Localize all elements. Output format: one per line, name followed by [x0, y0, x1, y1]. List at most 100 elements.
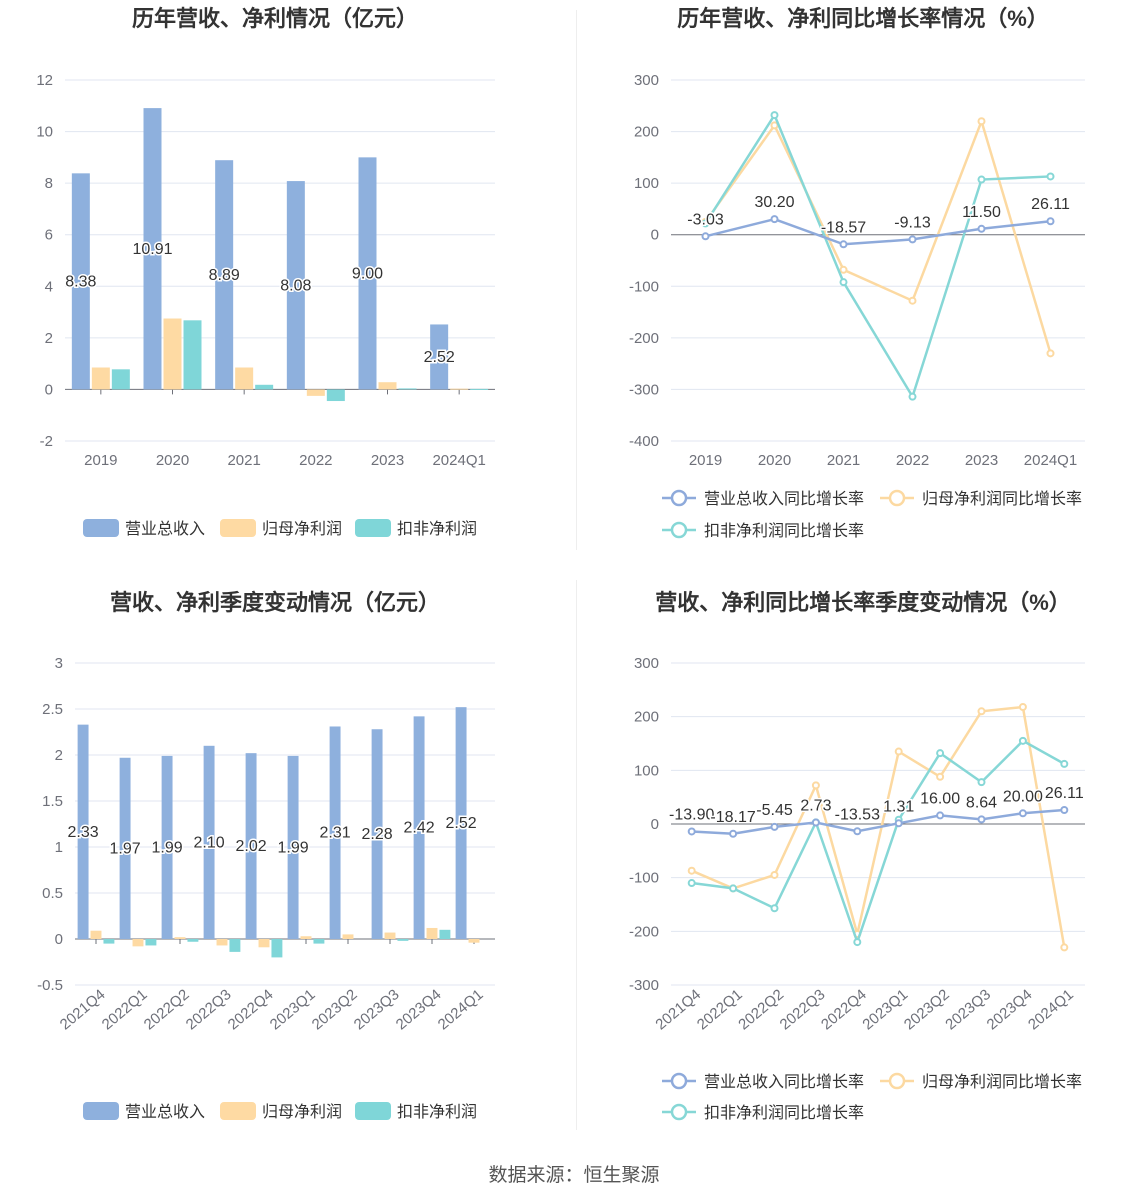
quarterly-amounts-ytick-label: 1.5 [42, 793, 63, 810]
quarterly-amounts-title: 营收、净利季度变动情况（亿元） [110, 590, 440, 615]
quarterly-amounts-bar [397, 939, 409, 941]
annual-amounts-bar [143, 108, 162, 390]
annual-growth-point [839, 265, 848, 274]
annual-amounts-xtick-label: 2019 [84, 452, 117, 469]
annual-growth-point [701, 232, 710, 241]
quarterly-amounts-xtick-label: 2022Q2 [141, 986, 193, 1033]
quarterly-growth-point [853, 827, 862, 836]
quarterly-amounts-legend-swatch [220, 1102, 256, 1120]
quarterly-growth-data-label: 20.00 [1003, 788, 1043, 805]
annual-growth-point [977, 117, 986, 126]
quarterly-amounts-xtick-label: 2023Q2 [309, 986, 361, 1033]
quarterly-amounts-bar [90, 930, 102, 939]
quarterly-growth-legend-marker [888, 1072, 906, 1090]
quarterly-amounts-bar [384, 932, 396, 939]
annual-growth-xtick-label: 2020 [758, 452, 791, 469]
annual-growth-point [908, 235, 917, 244]
quarterly-amounts-data-label: 2.10 [194, 834, 225, 851]
quarterly-amounts-bar [174, 937, 186, 939]
quarterly-growth-point [770, 904, 779, 913]
quarterly-growth-data-label: 1.31 [883, 798, 914, 815]
annual-amounts-bar [111, 369, 130, 390]
quarterly-amounts-xtick-label: 2022Q3 [183, 986, 235, 1033]
quarterly-amounts-bar [216, 939, 228, 946]
annual-growth-point [1046, 172, 1055, 181]
annual-amounts-bar [163, 318, 182, 390]
quarterly-amounts-bar [103, 939, 115, 944]
quarterly-growth-point [1018, 736, 1027, 745]
annual-amounts-bar [235, 367, 254, 390]
quarterly-growth-point [1018, 809, 1027, 818]
annual-growth-point [1046, 349, 1055, 358]
annual-amounts-data-label: 8.08 [280, 277, 311, 294]
annual-amounts-legend-label: 营业总收入 [125, 520, 205, 538]
quarterly-growth-data-label: 16.00 [920, 790, 960, 807]
quarterly-amounts-bar [77, 724, 89, 939]
annual-amounts-bar [306, 389, 325, 396]
annual-amounts-bar [91, 367, 110, 390]
annual-amounts-legend-label: 扣非净利润 [397, 520, 477, 538]
quarterly-amounts-xtick-label: 2021Q4 [57, 986, 109, 1033]
annual-growth-ytick-label: -200 [629, 330, 659, 347]
annual-growth-ytick-label: 300 [634, 72, 659, 89]
annual-amounts-ytick-label: -2 [40, 433, 53, 450]
annual-growth-point [839, 278, 848, 287]
quarterly-growth-point [770, 822, 779, 831]
quarterly-growth-point [811, 781, 820, 790]
annual-growth-legend-label: 归母净利润同比增长率 [922, 490, 1082, 508]
quarterly-growth-point [853, 938, 862, 947]
quarterly-growth-data-label: -5.45 [756, 802, 793, 819]
quarterly-growth-chart: 营收、净利同比增长率季度变动情况（%） -300 -200 -100 0 100 200 30… [629, 590, 1085, 1122]
quarterly-amounts-ytick-label: 2 [55, 747, 63, 764]
quarterly-growth-series-line [691, 705, 1066, 948]
quarterly-growth-point [936, 772, 945, 781]
annual-growth-legend-label: 营业总收入同比增长率 [704, 490, 864, 508]
annual-growth-data-label: 30.20 [754, 194, 794, 211]
quarterly-growth-xtick-label: 2023Q4 [984, 986, 1036, 1033]
annual-growth-point [839, 240, 848, 249]
quarterly-amounts-bar [203, 745, 215, 939]
quarterly-growth-xtick-label: 2023Q2 [901, 986, 953, 1033]
annual-growth-series-line [704, 117, 1052, 354]
annual-amounts-bar [398, 388, 417, 390]
quarterly-amounts-xtick-label: 2022Q1 [99, 986, 151, 1033]
annual-growth-point [701, 219, 710, 228]
quarterly-growth-xtick-label: 2023Q3 [942, 986, 994, 1033]
annual-amounts-xtick-label: 2022 [299, 452, 332, 469]
annual-amounts-bar [378, 382, 397, 390]
quarterly-growth-point [894, 819, 903, 828]
quarterly-amounts-xtick-label: 2023Q4 [393, 986, 445, 1033]
annual-amounts-xtick-label: 2023 [371, 452, 404, 469]
annual-amounts-data-label: 10.91 [132, 241, 172, 258]
quarterly-amounts-bar [426, 927, 438, 939]
quarterly-amounts-legend-swatch [355, 1102, 391, 1120]
quarterly-amounts-bar [229, 939, 241, 952]
quarterly-amounts-ytick-label: 0 [55, 931, 63, 948]
annual-amounts-xtick-label: 2021 [227, 452, 260, 469]
quarterly-amounts-bar [245, 753, 257, 939]
quarterly-amounts-ytick-label: 3 [55, 655, 63, 672]
quarterly-growth-point [936, 749, 945, 758]
quarterly-growth-point [687, 879, 696, 888]
quarterly-growth-point [1060, 759, 1069, 768]
quarterly-growth-data-label: 2.73 [800, 798, 831, 815]
quarterly-amounts-data-label: 1.99 [278, 839, 309, 856]
quarterly-amounts-ytick-label: 2.5 [42, 701, 63, 718]
quarterly-growth-data-label: -13.90 [669, 806, 714, 823]
annual-amounts-ytick-label: 2 [45, 330, 53, 347]
quarterly-growth-ytick-label: -200 [629, 923, 659, 940]
quarterly-growth-series-line [691, 808, 1065, 836]
quarterly-growth-legend-label: 营业总收入同比增长率 [704, 1073, 864, 1091]
annual-growth-xtick-label: 2024Q1 [1024, 452, 1077, 469]
annual-growth-data-label: 26.11 [1031, 196, 1070, 213]
annual-amounts-data-label: 2.52 [424, 349, 455, 366]
quarterly-amounts-data-label: 2.31 [320, 825, 351, 842]
annual-amounts-xtick-label: 2020 [156, 452, 189, 469]
annual-amounts-bar [286, 181, 305, 390]
quarterly-amounts-xtick-label: 2023Q3 [351, 986, 403, 1033]
quarterly-growth-point [729, 829, 738, 838]
annual-amounts-bar [255, 384, 274, 390]
quarterly-growth-point [770, 870, 779, 879]
quarterly-amounts-legend-label: 营业总收入 [125, 1103, 205, 1121]
annual-growth-ytick-label: 200 [634, 124, 659, 141]
